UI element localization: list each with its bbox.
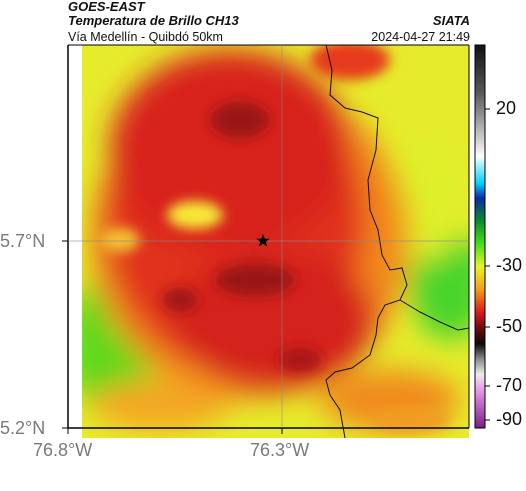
colorbar-tick-label: -50	[496, 316, 523, 336]
satellite-title: GOES-EAST	[68, 0, 145, 14]
lon-tick-label: 76.8°W	[33, 440, 93, 460]
department-border	[325, 44, 408, 439]
temperature-field	[82, 45, 469, 438]
lat-tick-label: 5.2°N	[0, 418, 46, 438]
product-title: Temperatura de Brillo CH13	[68, 13, 239, 28]
department-border	[399, 299, 470, 331]
lon-tick-label: 76.3°W	[250, 440, 310, 460]
colorbar-tick-label: -30	[496, 255, 523, 275]
colorbar-tick-label: -70	[496, 375, 523, 395]
colorbar-tick-label: 20	[496, 98, 517, 118]
colorbar-tick-label: -90	[496, 409, 523, 429]
star-icon	[256, 234, 270, 247]
route-subtitle: Vía Medellín - Quibdó 50km	[68, 30, 223, 44]
colorbar	[474, 44, 490, 429]
lat-tick-label: 5.7°N	[0, 231, 46, 251]
organization-label: SIATA	[432, 13, 470, 28]
timestamp-label: 2024-04-27 21:49	[371, 30, 470, 44]
